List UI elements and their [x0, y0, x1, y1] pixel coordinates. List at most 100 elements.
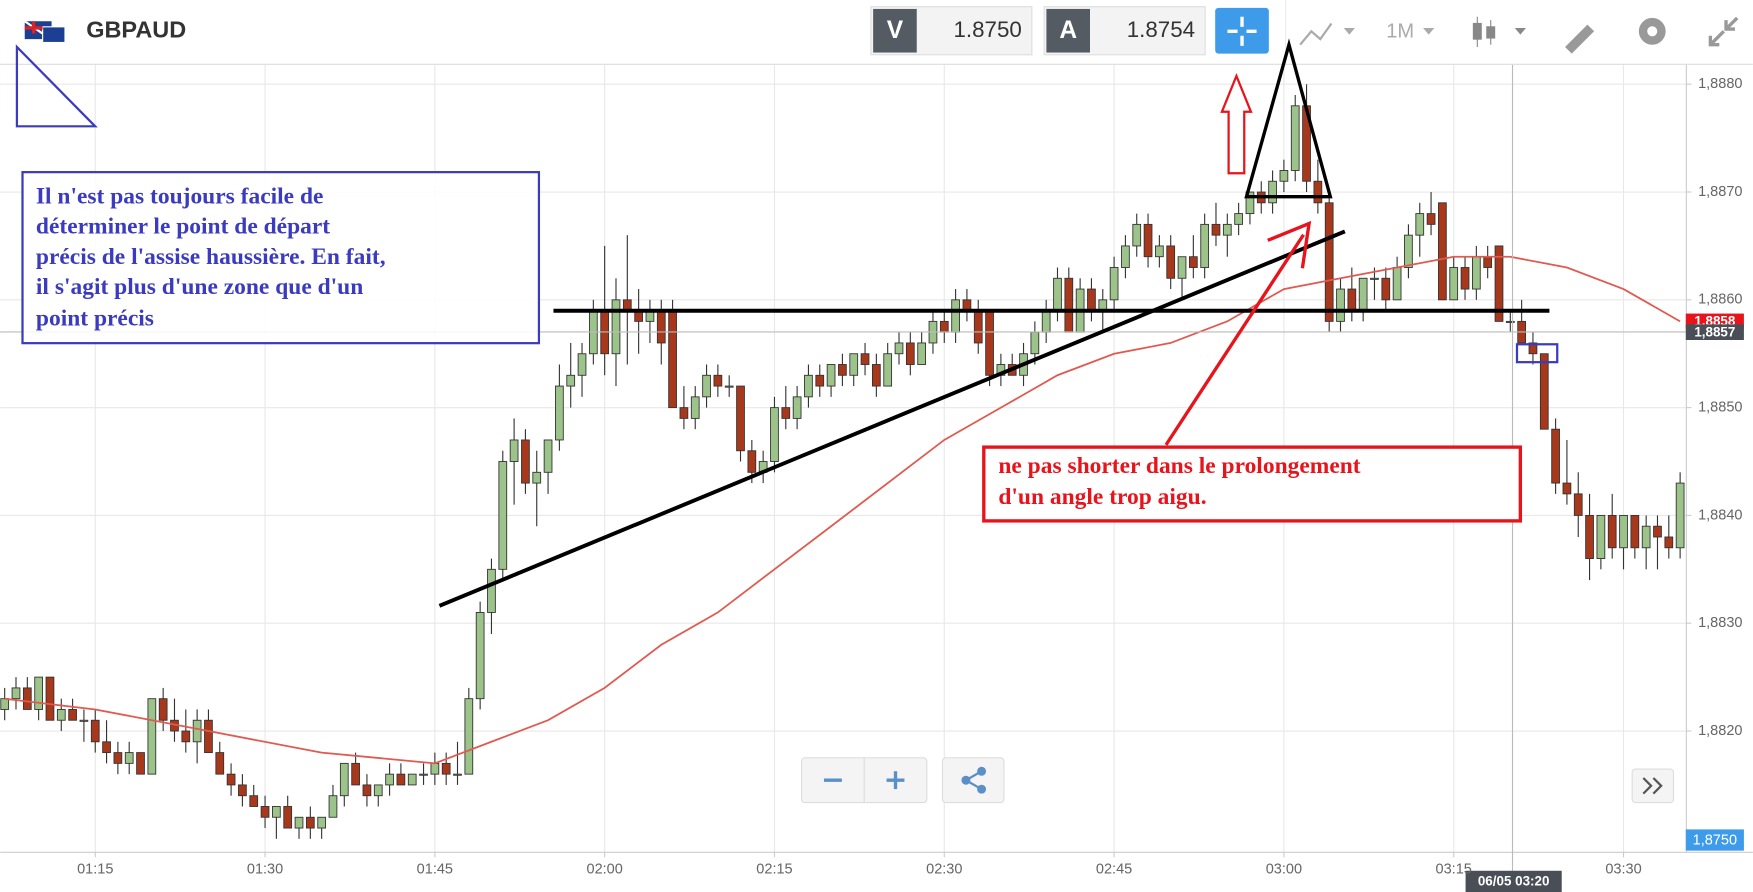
candle-body [566, 374, 576, 387]
annotations [15, 38, 1559, 608]
candle-body [305, 816, 315, 829]
candle-body [215, 752, 225, 775]
candle-body [373, 784, 383, 797]
candle-body [1528, 342, 1538, 355]
candle-body [1505, 320, 1515, 323]
candle-body [1619, 514, 1628, 549]
candle-body [656, 310, 666, 344]
trend-line [438, 229, 1346, 608]
candle-body [328, 795, 338, 818]
candle-body [487, 568, 496, 613]
x-tick-label: 02:45 [1096, 861, 1132, 877]
candle-body [736, 385, 745, 452]
candle-body [1630, 514, 1640, 549]
candle-body [1381, 277, 1391, 301]
candle-body [543, 439, 553, 473]
candle-body [1573, 493, 1583, 516]
candle-body [238, 784, 247, 797]
candle-type-button[interactable] [1472, 16, 1526, 47]
x-tick-label: 03:00 [1266, 861, 1302, 877]
bid-badge-box [1685, 829, 1744, 851]
x-tick-label: 01:15 [77, 861, 113, 877]
candle-body [1109, 267, 1119, 301]
crosshair-button[interactable] [1215, 7, 1269, 54]
x-tick-label: 02:00 [587, 861, 623, 877]
candle-body [1121, 245, 1130, 268]
candle-body [158, 698, 168, 721]
candle-body [1585, 514, 1594, 559]
candle-body [1087, 288, 1096, 312]
candle-body [1064, 277, 1074, 333]
candle-body [1471, 256, 1481, 290]
candle-body [1358, 277, 1368, 312]
candle-body [339, 762, 349, 797]
ask-label: A [1059, 17, 1077, 44]
candle-body [1404, 234, 1413, 268]
candle-body [1324, 202, 1334, 322]
candle-body [894, 342, 904, 355]
x-tick-label: 02:30 [926, 861, 962, 877]
candle-body [1483, 256, 1493, 268]
note-line: Il n'est pas toujours facile de [36, 183, 324, 209]
candle-body [113, 752, 123, 764]
candle-body [453, 773, 462, 776]
warning-box [982, 445, 1523, 523]
timeframe-caret [1423, 27, 1435, 35]
candle-body [1675, 482, 1685, 549]
toolbar: GBPAUD V 1.8750 A 1.8754 1M [0, 0, 1753, 65]
draw-button[interactable] [1562, 24, 1595, 54]
red-arrow-head [1267, 220, 1312, 269]
candle-body [883, 353, 893, 387]
candle-body [441, 762, 451, 775]
y-tick-label: 1,8880 [1698, 76, 1742, 92]
warning-line: d'un angle trop aigu. [998, 484, 1206, 510]
candle-body [56, 709, 66, 721]
candle-body [826, 364, 836, 387]
timeframe[interactable]: 1M [1386, 21, 1414, 43]
candle-body [430, 762, 440, 775]
collapse-button[interactable] [1708, 16, 1739, 47]
candle-body [147, 698, 157, 775]
candle-body [951, 299, 960, 333]
chart-type-button[interactable] [1299, 22, 1355, 46]
candle-body [804, 374, 813, 398]
candle-body [464, 698, 474, 775]
symbol: GBPAUD [86, 17, 186, 43]
candle-body [815, 374, 825, 387]
candle-body [1166, 245, 1176, 279]
candle-body [770, 407, 779, 462]
candle-body [1392, 267, 1402, 301]
candle-body [939, 320, 949, 333]
note-line: précis de l'assise haussière. En fait, [36, 244, 386, 270]
y-tick-label: 1,8850 [1698, 399, 1742, 415]
candle-body [1347, 288, 1357, 312]
scroll-right-button[interactable] [1631, 768, 1675, 804]
candle-body [985, 310, 994, 376]
candle-body [34, 676, 43, 710]
warning-line: ne pas shorter dans le prolongement [998, 453, 1360, 479]
candle-body [317, 816, 327, 829]
candle-body [702, 374, 711, 398]
candle-body [249, 795, 259, 807]
zoom-controls [801, 757, 1675, 804]
candle-body [0, 698, 10, 710]
ask-price: 1.8754 [1127, 17, 1195, 42]
settings-button[interactable] [1638, 17, 1666, 45]
zoom-in[interactable] [886, 771, 905, 790]
candle-body [396, 773, 406, 786]
bid-label-box [873, 8, 917, 53]
candle-body [1641, 525, 1651, 549]
candle-body [1155, 245, 1164, 258]
candle-body [1245, 191, 1255, 215]
share-button[interactable] [941, 757, 1005, 804]
candle-body [11, 687, 21, 700]
candle-body [419, 773, 428, 776]
black-triangle [1244, 38, 1333, 199]
candle-body [1313, 180, 1323, 204]
candle-body [747, 450, 757, 473]
candle-body [1494, 245, 1504, 322]
candle-body [690, 396, 700, 419]
y-tick-label: 1,8870 [1698, 184, 1742, 200]
candle-body [181, 730, 191, 743]
